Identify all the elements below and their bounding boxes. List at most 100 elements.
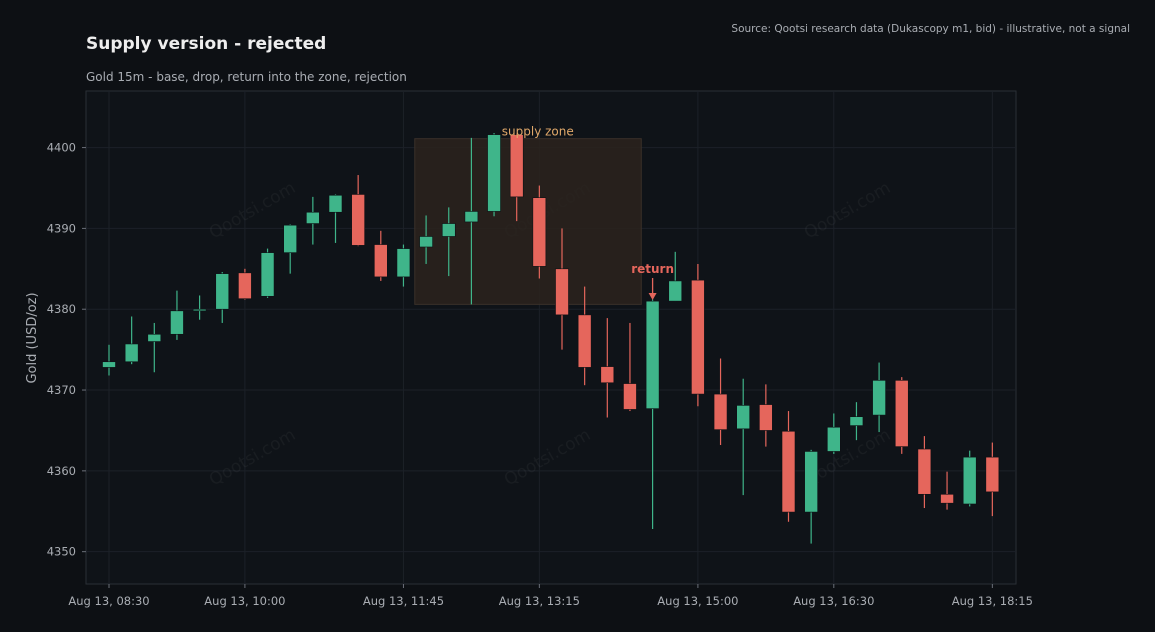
candle-body [623, 383, 637, 410]
candle-up [192, 295, 207, 320]
candle-body [781, 430, 796, 513]
candle-down [713, 358, 728, 445]
candle-up [668, 251, 683, 302]
supply-zone [414, 138, 642, 305]
x-tick-label: Aug 13, 08:30 [68, 594, 149, 608]
x-tick-label: Aug 13, 15:00 [657, 594, 738, 608]
candle-down [940, 471, 954, 510]
candle-body [283, 224, 298, 253]
candle-body [260, 252, 275, 297]
candle-body [917, 448, 932, 495]
candle-body [940, 493, 954, 504]
candle-body [555, 268, 569, 316]
candle-body [147, 333, 162, 342]
candle-body [419, 236, 433, 248]
candle-body [577, 314, 592, 368]
candle-up [396, 244, 411, 287]
candle-down [623, 322, 637, 412]
candle-up [215, 272, 230, 323]
candle-body [396, 248, 411, 278]
candle-down [532, 185, 547, 279]
candle-up [283, 224, 298, 274]
candle-up [826, 413, 841, 454]
candle-body [351, 194, 365, 246]
candle-up [962, 450, 977, 507]
candle-down [509, 133, 524, 222]
y-tick-label: 4400 [47, 141, 76, 155]
candle-down [577, 286, 592, 386]
annotation-layer: supply zone return [502, 125, 674, 300]
candle-layer [102, 133, 1000, 544]
candle-down [917, 436, 932, 509]
candle-body [600, 366, 615, 384]
axis-layer: 4350 4360 4370 4380 4390 4400 Aug 13, 08:30 Aug… [47, 141, 1033, 608]
candle-body [124, 343, 139, 363]
candle-body [668, 280, 683, 302]
zone-layer [414, 138, 642, 305]
return-arrow-head [648, 293, 657, 300]
candle-body [306, 211, 320, 224]
candle-body [826, 426, 841, 452]
supply-zone-label: supply zone [502, 125, 574, 139]
y-tick-label: 4370 [47, 383, 76, 397]
candle-down [985, 442, 1000, 517]
candle-up [147, 322, 162, 373]
candle-body [872, 380, 886, 416]
candle-body [691, 279, 705, 395]
candle-body [804, 451, 818, 513]
candle-up [736, 378, 751, 496]
y-tick-label: 4350 [47, 545, 76, 559]
candle-body [736, 405, 751, 430]
candle-body [373, 244, 388, 278]
y-tick-label: 4360 [47, 464, 76, 478]
candle-body [713, 393, 728, 430]
y-tick-label: 4390 [47, 221, 76, 235]
x-tick-label: Aug 13, 10:00 [204, 594, 285, 608]
candle-body [509, 134, 524, 198]
chart-title: Supply version - rejected [86, 34, 327, 54]
candle-body [985, 456, 1000, 493]
x-tick-label: Aug 13, 11:45 [363, 594, 444, 608]
candle-body [487, 134, 501, 212]
source-note: Source: Qootsi research data (Dukascopy … [731, 23, 1130, 35]
x-tick-label: Aug 13, 16:30 [793, 594, 874, 608]
candle-up [102, 344, 116, 376]
candle-up [441, 207, 456, 277]
candle-down [894, 377, 909, 454]
candle-body [645, 300, 660, 409]
candle-up [170, 290, 184, 340]
candle-body [328, 194, 343, 213]
candle-up [419, 215, 433, 264]
candle-body [170, 310, 184, 335]
candle-body [102, 361, 116, 368]
candle-down [555, 228, 569, 350]
candle-down [373, 230, 388, 281]
candle-body [962, 456, 977, 505]
y-tick-label: 4380 [47, 302, 76, 316]
candle-up [124, 316, 139, 365]
candle-up [849, 402, 864, 441]
candle-up [306, 196, 320, 245]
candle-body [192, 308, 207, 312]
candle-up [487, 133, 501, 217]
return-label: return [631, 262, 674, 276]
candle-body [759, 404, 773, 431]
candle-up [328, 194, 343, 243]
candle-body [215, 273, 230, 310]
y-axis-label: Gold (USD/oz) [25, 292, 40, 383]
candle-body [532, 197, 547, 267]
candle-down [238, 268, 252, 300]
candle-body [464, 211, 479, 223]
candle-down [691, 263, 705, 407]
candle-up [645, 299, 660, 530]
x-tick-label: Aug 13, 13:15 [499, 594, 580, 608]
candle-down [600, 318, 615, 418]
candle-up [260, 248, 275, 298]
candle-down [781, 411, 796, 522]
candle-up [464, 137, 479, 305]
chart-subtitle: Gold 15m - base, drop, return into the z… [86, 70, 407, 84]
candle-body [238, 272, 252, 300]
candle-down [351, 175, 365, 247]
x-tick-label: Aug 13, 18:15 [952, 594, 1033, 608]
